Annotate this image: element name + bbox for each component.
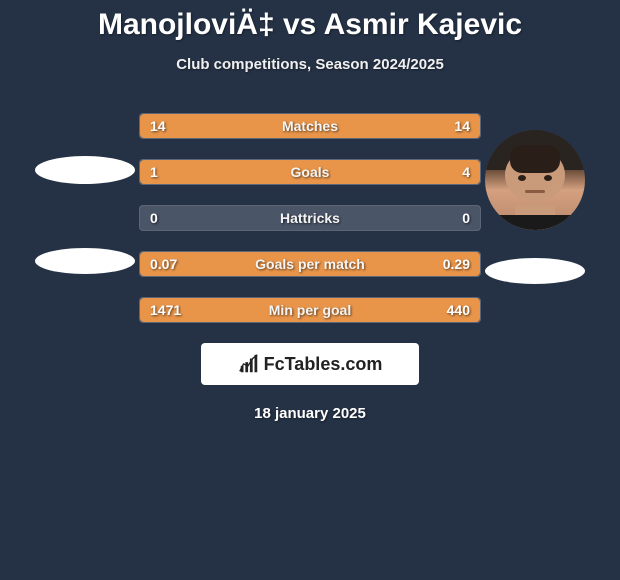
stat-row-mpg: 1471 Min per goal 440 [139,297,481,323]
stat-row-gpm: 0.07 Goals per match 0.29 [139,251,481,277]
stat-value-left: 1 [150,164,158,180]
chart-icon [238,353,260,375]
stat-value-right: 4 [462,164,470,180]
page-subtitle: Club competitions, Season 2024/2025 [0,56,620,73]
brand-text: FcTables.com [264,354,383,375]
stat-value-left: 1471 [150,302,181,318]
player-right-avatar [485,130,585,230]
stat-label: Goals per match [255,256,365,272]
brand-box[interactable]: FcTables.com [201,343,419,385]
page-title: ManojloviÄ‡ vs Asmir Kajevic [0,0,620,42]
stat-label: Hattricks [280,210,340,226]
stat-value-left: 0.07 [150,256,177,272]
player-left-avatar [35,156,135,184]
footer-date: 18 january 2025 [0,405,620,422]
stat-label: Matches [282,118,338,134]
stat-value-left: 0 [150,210,158,226]
player-left-flag [35,248,135,274]
stat-value-right: 440 [447,302,470,318]
stat-label: Goals [291,164,330,180]
stat-label: Min per goal [269,302,351,318]
stat-value-right: 0 [462,210,470,226]
stats-comparison: 14 Matches 14 1 Goals 4 0 Hattricks 0 0.… [139,113,481,323]
stat-row-goals: 1 Goals 4 [139,159,481,185]
player-right-column [485,130,585,284]
stat-row-matches: 14 Matches 14 [139,113,481,139]
stat-value-right: 0.29 [443,256,470,272]
stat-value-right: 14 [454,118,470,134]
stat-row-hattricks: 0 Hattricks 0 [139,205,481,231]
stat-bar-right [208,160,480,184]
player-right-flag [485,258,585,284]
stat-value-left: 14 [150,118,166,134]
player-left-column [35,150,135,274]
